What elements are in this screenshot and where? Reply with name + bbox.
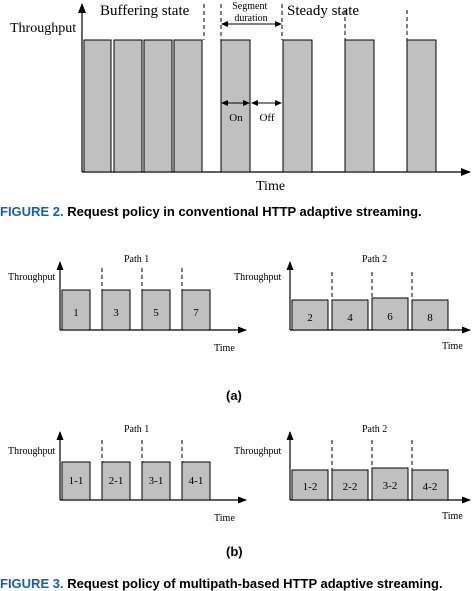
panel-title: Path 1: [124, 254, 149, 265]
segment-bar: [411, 299, 449, 331]
y-axis-label: Throughput: [10, 21, 76, 36]
off-label: Off: [259, 112, 274, 124]
segment-duration-label: Segment duration: [232, 1, 270, 24]
bar-label: 5: [153, 307, 159, 319]
panel-title: Path 2: [362, 254, 387, 265]
segment-bar: [101, 461, 131, 501]
figure-3a-diagram: 1 3 5 7 Path 1 Throughput Time 2 4 6 8 P…: [8, 254, 471, 354]
bar-label: 3: [113, 307, 119, 319]
segment-bar: [181, 461, 211, 501]
bar-label: 7: [193, 307, 199, 319]
steady-state-label: Steady state: [287, 3, 359, 19]
segment-bar: [220, 39, 251, 173]
bar-label: 1: [73, 307, 79, 319]
caption-number: FIGURE 2.: [0, 204, 64, 219]
segment-bar: [406, 39, 437, 173]
bar-label: 3-1: [149, 475, 164, 487]
x-axis-label: Time: [214, 343, 235, 354]
segment-bar: [141, 289, 171, 331]
segment-bar: [331, 469, 369, 501]
segment-bar: [113, 39, 143, 173]
figure-3b-diagram: 1-1 2-1 3-1 4-1 Path 1 Throughput Time 1…: [8, 424, 471, 524]
segment-bar: [173, 39, 203, 173]
segment-bar: [61, 289, 91, 331]
bar-label: 4-1: [189, 475, 204, 487]
figure-2-diagram: Segment duration On Off Throughput Time …: [10, 1, 471, 194]
y-axis-label: Throughput: [234, 272, 281, 283]
path1-panel: 1-1 2-1 3-1 4-1 Path 1 Throughput Time: [8, 424, 247, 524]
segment-bar: [101, 289, 131, 331]
bar-label: 6: [387, 311, 393, 323]
caption-text: Request policy of multipath-based HTTP a…: [67, 576, 443, 591]
figure-3-caption: FIGURE 3. Request policy of multipath-ba…: [0, 576, 443, 591]
y-axis-label: Throughput: [8, 446, 55, 457]
bar-label: 4: [347, 312, 353, 324]
segment-bar: [141, 461, 171, 501]
bar-label: 2: [307, 312, 313, 324]
y-axis-label: Throughput: [8, 272, 55, 283]
bar-label: 8: [427, 312, 433, 324]
bar-label: 2-2: [343, 481, 358, 493]
segment-bar: [371, 467, 409, 501]
path1-panel: 1 3 5 7 Path 1 Throughput Time: [8, 254, 247, 354]
caption-number: FIGURE 3.: [0, 576, 64, 591]
segment-bar: [83, 39, 112, 173]
bar-label: 3-2: [383, 480, 398, 492]
segment-bar: [282, 39, 313, 173]
segment-bar: [291, 469, 329, 501]
segment-bar: [181, 289, 211, 331]
segment-bar: [331, 299, 369, 331]
panel-title: Path 1: [124, 424, 149, 435]
caption-text: Request policy in conventional HTTP adap…: [67, 204, 422, 219]
x-axis-label: Time: [214, 513, 235, 524]
segment-bar: [291, 299, 329, 331]
path2-panel: 2 4 6 8 Path 2 Throughput Time: [234, 254, 471, 352]
segment-bar: [411, 469, 449, 501]
bar-label: 1-1: [69, 475, 84, 487]
segment-bar: [61, 461, 91, 501]
x-axis-label: Time: [442, 511, 463, 522]
x-axis-label: Time: [256, 179, 285, 194]
path2-panel: 1-2 2-2 3-2 4-2 Path 2 Throughput Time: [234, 424, 471, 522]
bar-label: 2-1: [109, 475, 124, 487]
bar-label: 4-2: [423, 481, 438, 493]
panel-title: Path 2: [362, 424, 387, 435]
bar-label: 1-2: [303, 481, 318, 493]
x-axis-label: Time: [442, 341, 463, 352]
on-label: On: [229, 112, 243, 124]
y-axis-label: Throughput: [234, 446, 281, 457]
buffering-state-label: Buffering state: [100, 3, 190, 19]
subfigure-b-label: (b): [226, 544, 243, 559]
segment-bar: [371, 297, 409, 331]
figure-2-caption: FIGURE 2. Request policy in conventional…: [0, 204, 422, 219]
subfigure-a-label: (a): [226, 388, 242, 403]
segment-bar: [344, 39, 375, 173]
segment-bar: [143, 39, 173, 173]
